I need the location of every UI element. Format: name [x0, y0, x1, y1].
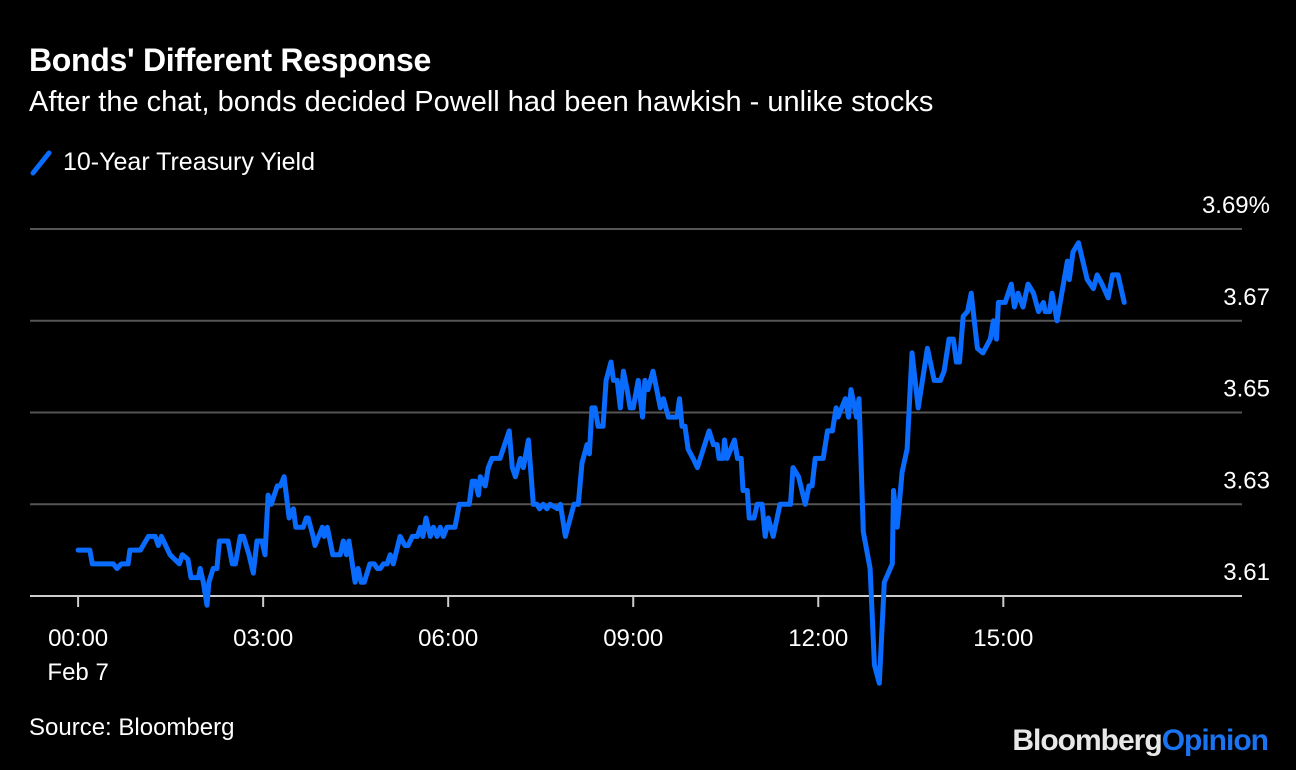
y-tick-label: 3.67: [1223, 284, 1270, 311]
y-tick-label: 3.63: [1223, 467, 1270, 494]
y-tick-label: 3.65: [1223, 376, 1270, 403]
x-tick-label: 12:00: [788, 625, 848, 652]
x-tick-label: 15:00: [973, 625, 1033, 652]
legend: 10-Year Treasury Yield: [29, 148, 315, 177]
source-note: Source: Bloomberg: [29, 714, 235, 741]
x-tick-label: 03:00: [233, 625, 293, 652]
y-tick-label: 3.61: [1223, 559, 1270, 586]
chart-subtitle: After the chat, bonds decided Powell had…: [29, 86, 934, 118]
x-tick-sublabel: Feb 7: [47, 659, 108, 686]
x-tick-label: 09:00: [603, 625, 663, 652]
legend-label: 10-Year Treasury Yield: [63, 148, 316, 176]
x-tick-label: 00:00: [48, 625, 108, 652]
y-tick-label: 3.69%: [1202, 192, 1270, 219]
bloomberg-opinion-logo: BloombergOpinion: [1012, 724, 1269, 758]
logo-part1: Bloomberg: [1012, 724, 1162, 757]
x-tick-label: 06:00: [418, 625, 478, 652]
logo-part2: Opinion: [1161, 724, 1269, 757]
chart-title: Bonds' Different Response: [29, 42, 431, 78]
series-line-10-year-treasury-yield: [75, 240, 1127, 686]
legend-line-icon: [30, 150, 52, 175]
